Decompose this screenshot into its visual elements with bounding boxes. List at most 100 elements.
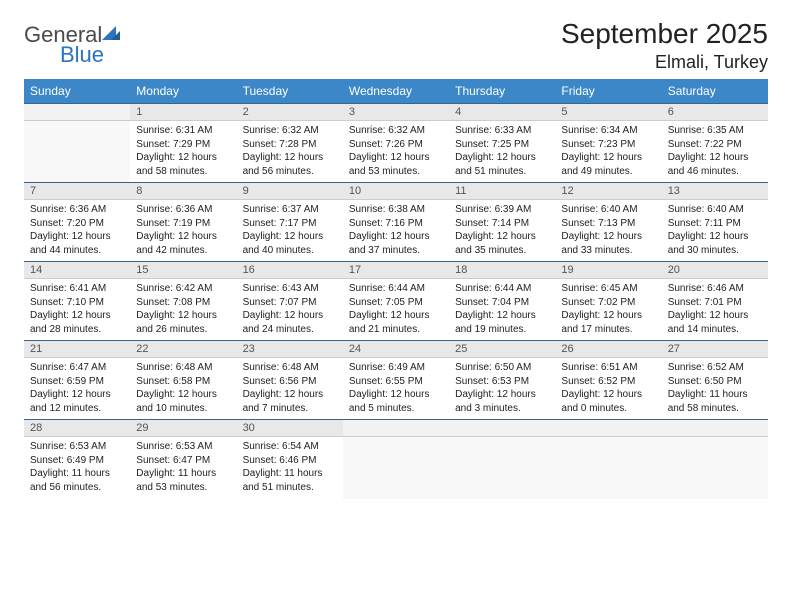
day-number-cell: 19 [555,262,661,279]
daylight-text: Daylight: 12 hours and 44 minutes. [30,230,124,257]
day-cell [662,437,768,499]
sunset-text: Sunset: 6:49 PM [30,454,124,468]
day-number-cell: 2 [237,104,343,121]
sunset-text: Sunset: 7:02 PM [561,296,655,310]
weekday-header: Friday [555,79,661,104]
sunrise-text: Sunrise: 6:36 AM [30,203,124,217]
daylight-text: Daylight: 12 hours and 28 minutes. [30,309,124,336]
day-number-cell: 18 [449,262,555,279]
calendar-table: Sunday Monday Tuesday Wednesday Thursday… [24,79,768,499]
sunset-text: Sunset: 6:53 PM [455,375,549,389]
sunrise-text: Sunrise: 6:53 AM [136,440,230,454]
daylight-text: Daylight: 12 hours and 51 minutes. [455,151,549,178]
day-cell [449,437,555,499]
day-cell: Sunrise: 6:51 AMSunset: 6:52 PMDaylight:… [555,358,661,420]
daynum-row: 123456 [24,104,768,121]
day-number-cell [449,420,555,437]
sunset-text: Sunset: 7:25 PM [455,138,549,152]
daylight-text: Daylight: 12 hours and 12 minutes. [30,388,124,415]
day-cell: Sunrise: 6:48 AMSunset: 6:58 PMDaylight:… [130,358,236,420]
day-number-cell: 1 [130,104,236,121]
day-cell: Sunrise: 6:43 AMSunset: 7:07 PMDaylight:… [237,279,343,341]
day-number-cell: 15 [130,262,236,279]
sunrise-text: Sunrise: 6:53 AM [30,440,124,454]
day-cell: Sunrise: 6:47 AMSunset: 6:59 PMDaylight:… [24,358,130,420]
day-cell: Sunrise: 6:46 AMSunset: 7:01 PMDaylight:… [662,279,768,341]
day-number-cell [662,420,768,437]
sunset-text: Sunset: 7:01 PM [668,296,762,310]
sunrise-text: Sunrise: 6:48 AM [136,361,230,375]
day-number-cell: 29 [130,420,236,437]
day-cell: Sunrise: 6:48 AMSunset: 6:56 PMDaylight:… [237,358,343,420]
day-cell: Sunrise: 6:54 AMSunset: 6:46 PMDaylight:… [237,437,343,499]
day-number-cell [343,420,449,437]
day-content-row: Sunrise: 6:31 AMSunset: 7:29 PMDaylight:… [24,121,768,183]
day-cell: Sunrise: 6:41 AMSunset: 7:10 PMDaylight:… [24,279,130,341]
sunrise-text: Sunrise: 6:33 AM [455,124,549,138]
day-cell: Sunrise: 6:36 AMSunset: 7:19 PMDaylight:… [130,200,236,262]
sunrise-text: Sunrise: 6:35 AM [668,124,762,138]
daylight-text: Daylight: 12 hours and 30 minutes. [668,230,762,257]
day-cell: Sunrise: 6:32 AMSunset: 7:26 PMDaylight:… [343,121,449,183]
daynum-row: 21222324252627 [24,341,768,358]
day-number-cell: 25 [449,341,555,358]
sunset-text: Sunset: 7:10 PM [30,296,124,310]
day-number-cell: 28 [24,420,130,437]
month-title: September 2025 [561,18,768,50]
daylight-text: Daylight: 11 hours and 58 minutes. [668,388,762,415]
daylight-text: Daylight: 12 hours and 5 minutes. [349,388,443,415]
day-cell: Sunrise: 6:39 AMSunset: 7:14 PMDaylight:… [449,200,555,262]
day-number-cell: 3 [343,104,449,121]
day-number-cell [24,104,130,121]
logo-triangle2-icon [111,31,120,40]
day-number-cell: 17 [343,262,449,279]
daylight-text: Daylight: 12 hours and 49 minutes. [561,151,655,178]
day-number-cell [555,420,661,437]
weekday-header-row: Sunday Monday Tuesday Wednesday Thursday… [24,79,768,104]
day-cell: Sunrise: 6:40 AMSunset: 7:11 PMDaylight:… [662,200,768,262]
sunset-text: Sunset: 6:59 PM [30,375,124,389]
day-cell: Sunrise: 6:45 AMSunset: 7:02 PMDaylight:… [555,279,661,341]
sunrise-text: Sunrise: 6:41 AM [30,282,124,296]
sunrise-text: Sunrise: 6:44 AM [349,282,443,296]
sunset-text: Sunset: 7:19 PM [136,217,230,231]
daylight-text: Daylight: 11 hours and 56 minutes. [30,467,124,494]
day-number-cell: 5 [555,104,661,121]
day-number-cell: 11 [449,183,555,200]
daylight-text: Daylight: 12 hours and 40 minutes. [243,230,337,257]
daylight-text: Daylight: 12 hours and 37 minutes. [349,230,443,257]
sunset-text: Sunset: 7:16 PM [349,217,443,231]
day-content-row: Sunrise: 6:47 AMSunset: 6:59 PMDaylight:… [24,358,768,420]
daylight-text: Daylight: 12 hours and 17 minutes. [561,309,655,336]
day-number-cell: 10 [343,183,449,200]
daylight-text: Daylight: 12 hours and 10 minutes. [136,388,230,415]
sunset-text: Sunset: 7:26 PM [349,138,443,152]
weekday-header: Tuesday [237,79,343,104]
daylight-text: Daylight: 12 hours and 33 minutes. [561,230,655,257]
day-number-cell: 20 [662,262,768,279]
day-number-cell: 26 [555,341,661,358]
weekday-header: Saturday [662,79,768,104]
daylight-text: Daylight: 12 hours and 53 minutes. [349,151,443,178]
sunset-text: Sunset: 7:29 PM [136,138,230,152]
sunrise-text: Sunrise: 6:47 AM [30,361,124,375]
day-cell [555,437,661,499]
day-cell: Sunrise: 6:52 AMSunset: 6:50 PMDaylight:… [662,358,768,420]
day-cell: Sunrise: 6:38 AMSunset: 7:16 PMDaylight:… [343,200,449,262]
daylight-text: Daylight: 11 hours and 51 minutes. [243,467,337,494]
day-cell: Sunrise: 6:32 AMSunset: 7:28 PMDaylight:… [237,121,343,183]
sunset-text: Sunset: 7:08 PM [136,296,230,310]
sunset-text: Sunset: 6:55 PM [349,375,443,389]
sunset-text: Sunset: 7:17 PM [243,217,337,231]
day-cell: Sunrise: 6:53 AMSunset: 6:49 PMDaylight:… [24,437,130,499]
sunset-text: Sunset: 7:07 PM [243,296,337,310]
day-number-cell: 27 [662,341,768,358]
day-number-cell: 13 [662,183,768,200]
day-number-cell: 4 [449,104,555,121]
day-cell: Sunrise: 6:37 AMSunset: 7:17 PMDaylight:… [237,200,343,262]
day-number-cell: 21 [24,341,130,358]
daylight-text: Daylight: 12 hours and 7 minutes. [243,388,337,415]
brand-logo: General Blue [24,24,125,66]
sunrise-text: Sunrise: 6:43 AM [243,282,337,296]
sunrise-text: Sunrise: 6:44 AM [455,282,549,296]
